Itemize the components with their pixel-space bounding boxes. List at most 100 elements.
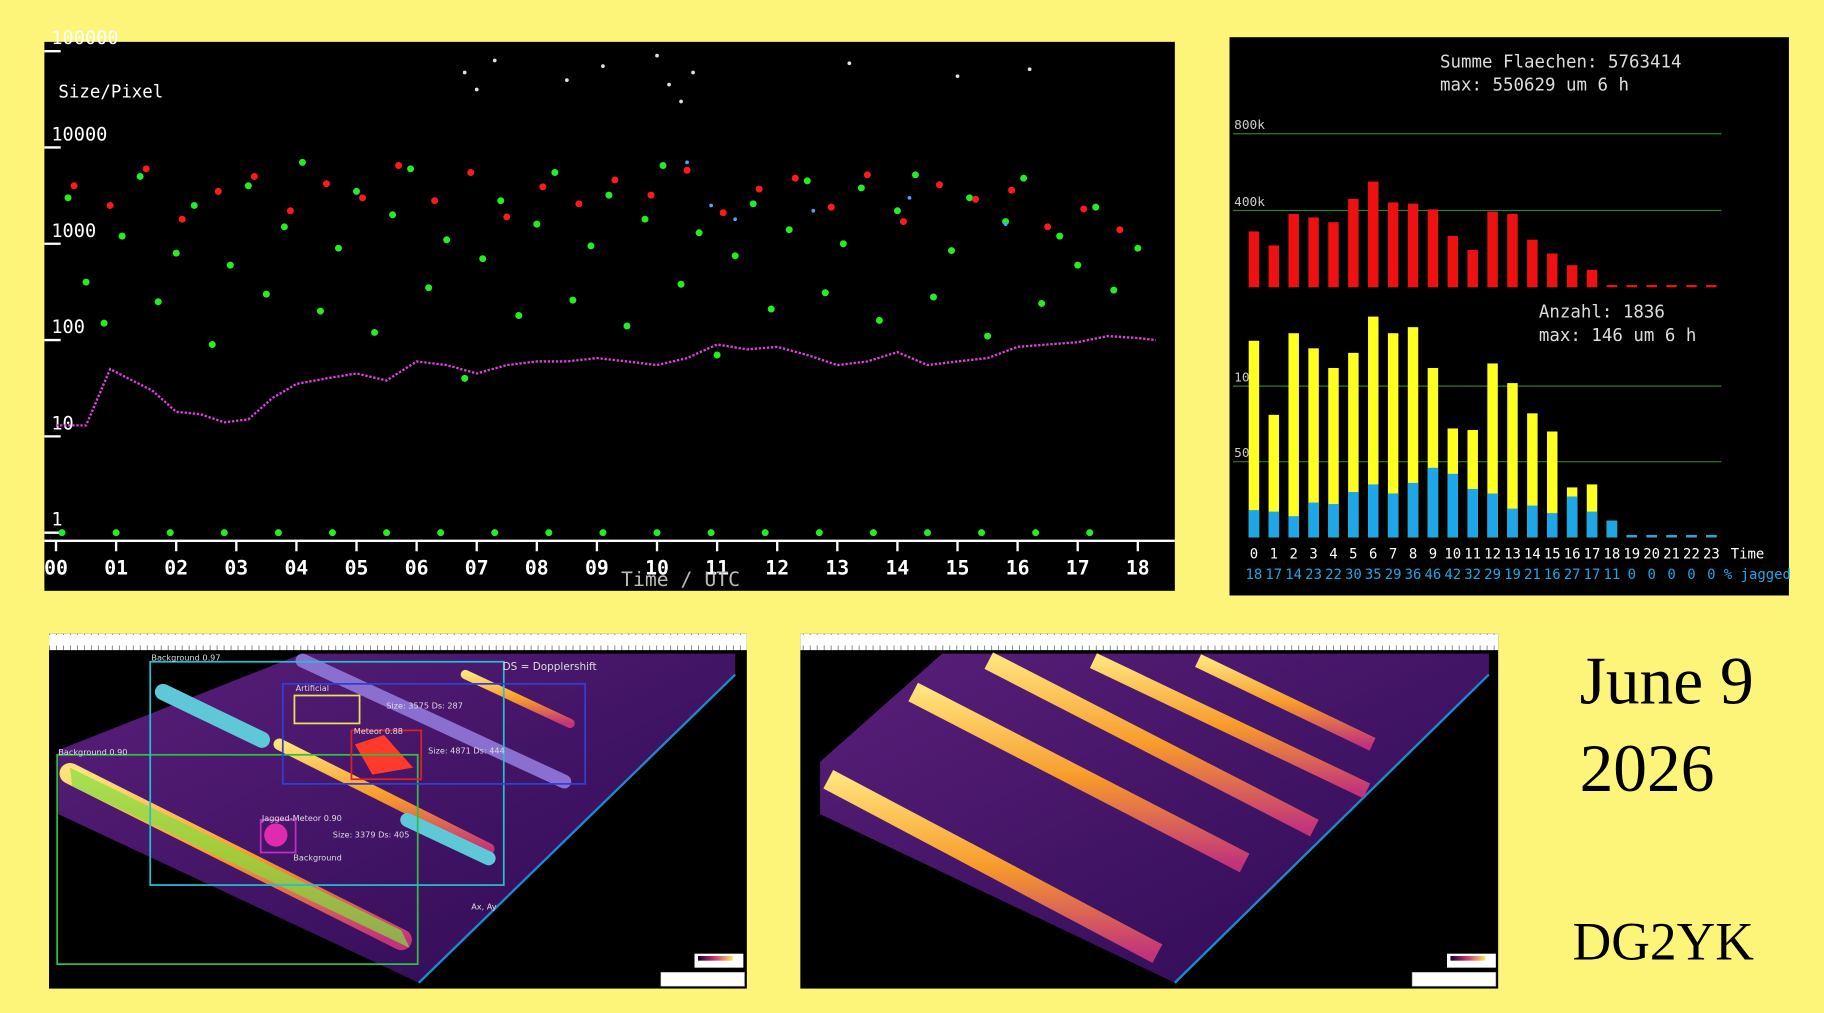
point xyxy=(707,529,715,537)
y-tick-label: 1000 xyxy=(51,221,96,242)
bar xyxy=(1368,484,1379,538)
point xyxy=(539,183,547,191)
value-row-label: % jagged xyxy=(1724,567,1791,583)
point xyxy=(443,236,451,244)
x-tick-label: 12 xyxy=(1484,546,1501,562)
x-tick-label: 13 xyxy=(1504,546,1521,562)
bar xyxy=(1407,203,1419,288)
point xyxy=(653,529,661,537)
bar xyxy=(1387,202,1399,288)
x-tick-label: 18 xyxy=(1126,557,1150,580)
point xyxy=(58,529,66,537)
point xyxy=(1008,186,1016,194)
bar xyxy=(1566,265,1578,288)
point xyxy=(64,194,72,202)
date-line: June 9 xyxy=(1580,644,1754,719)
x-tick-label: 6 xyxy=(1369,546,1377,562)
x-tick-label: 2 xyxy=(1290,546,1298,562)
scatter-panel xyxy=(44,41,1175,591)
point xyxy=(474,87,479,92)
x-tick-label: 20 xyxy=(1643,546,1660,562)
x-tick-label: 07 xyxy=(465,557,489,580)
point xyxy=(575,200,583,208)
bar-charts: Summe Flaechen: 5763414 max: 550629 um 6 … xyxy=(1232,52,1791,583)
point xyxy=(226,261,234,269)
point xyxy=(929,293,937,301)
bar xyxy=(1387,493,1399,538)
annotation: Size: 3379 Ds: 405 xyxy=(333,829,410,839)
point xyxy=(1080,205,1088,213)
y-tick-label: 10 xyxy=(51,413,73,434)
point xyxy=(172,249,180,257)
data-label: 17 xyxy=(1584,567,1601,583)
point xyxy=(395,161,403,169)
annotation: Artificial xyxy=(296,683,329,693)
point xyxy=(733,217,738,222)
point xyxy=(1044,223,1052,231)
x-axis-label: Time xyxy=(1731,546,1765,562)
point xyxy=(601,64,605,68)
point xyxy=(425,284,433,292)
point xyxy=(655,53,659,58)
bar xyxy=(1447,473,1459,538)
point xyxy=(274,529,282,537)
point xyxy=(1027,67,1032,72)
y-tick-label: 10000 xyxy=(51,124,107,145)
bar xyxy=(1268,245,1280,288)
x-tick-label: 15 xyxy=(1544,546,1561,562)
x-tick-label: 9 xyxy=(1429,546,1437,562)
bar xyxy=(1328,504,1339,538)
point xyxy=(70,182,78,190)
bar xyxy=(1586,511,1598,538)
point xyxy=(955,74,960,79)
point xyxy=(1056,232,1064,240)
point xyxy=(978,529,986,537)
bar xyxy=(1288,213,1299,288)
annotation: Jagged-Meteor 0.90 xyxy=(261,813,342,823)
point xyxy=(761,529,769,537)
x-tick-label: 03 xyxy=(224,557,248,580)
bar xyxy=(1467,429,1478,538)
y-tick-label: 800k xyxy=(1234,118,1265,133)
point xyxy=(605,191,613,199)
x-tick-label: 8 xyxy=(1409,546,1417,562)
spectrogram-left: Background 0.97 Artificial Size: 3575 Ds… xyxy=(49,633,747,989)
point xyxy=(767,305,775,313)
point xyxy=(972,195,980,203)
bar xyxy=(1348,198,1359,288)
point xyxy=(641,215,649,223)
data-label: 46 xyxy=(1425,567,1442,583)
bar xyxy=(1328,367,1339,538)
point xyxy=(749,200,757,208)
point xyxy=(353,187,361,195)
bar xyxy=(1586,484,1598,538)
bar xyxy=(1487,493,1498,538)
data-label: 27 xyxy=(1564,567,1581,583)
bar xyxy=(1387,333,1399,538)
bar xyxy=(1467,250,1478,288)
x-tick-label: 23 xyxy=(1703,546,1720,562)
bar xyxy=(1527,413,1538,538)
date-line: 2026 xyxy=(1580,731,1715,806)
point xyxy=(262,290,270,298)
point xyxy=(691,70,695,75)
bar xyxy=(1507,213,1518,288)
point xyxy=(491,529,499,537)
point xyxy=(371,328,379,336)
point xyxy=(389,211,397,219)
point xyxy=(1003,222,1008,226)
bar xyxy=(1268,414,1280,538)
scatter-chart: 1 10 100 1000 10000 100000 00 01 02 03 04 05 06 07 08 0… xyxy=(44,28,1156,591)
annotation: Background xyxy=(293,853,341,863)
point xyxy=(713,351,721,359)
point xyxy=(803,177,811,185)
x-tick-label: 01 xyxy=(104,557,128,580)
trace-line xyxy=(56,334,1156,427)
bar xyxy=(1288,333,1299,538)
point xyxy=(551,168,559,176)
y-tick-label: 400k xyxy=(1234,195,1265,210)
bar xyxy=(1507,508,1518,538)
bar xyxy=(1606,520,1618,538)
x-tick-label: 16 xyxy=(1564,546,1581,562)
point xyxy=(461,374,469,382)
